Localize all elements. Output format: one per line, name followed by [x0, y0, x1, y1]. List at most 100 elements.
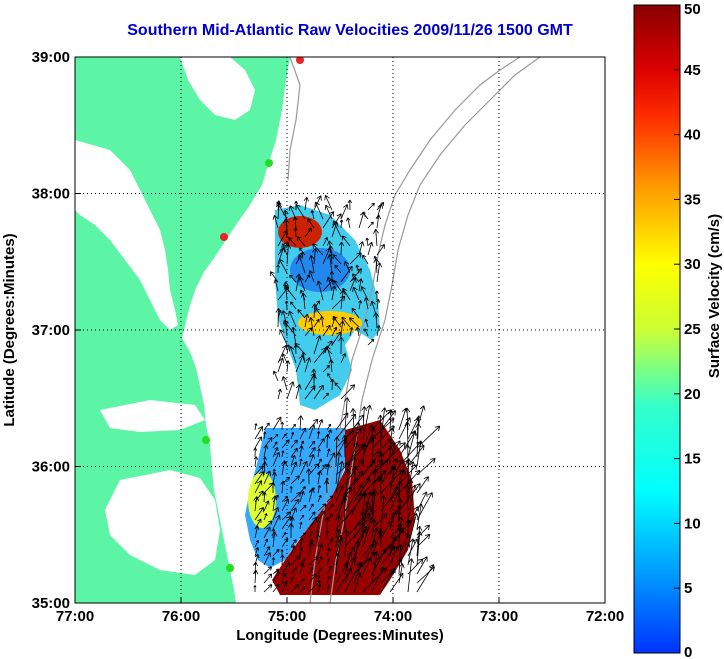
velocity-arrow	[284, 284, 297, 301]
x-axis-label: Longitude (Degrees:Minutes)	[236, 627, 444, 644]
velocity-arrow	[308, 516, 318, 530]
station-marker	[220, 233, 228, 241]
velocity-arrow	[373, 312, 379, 328]
velocity-arrow	[313, 384, 324, 400]
velocity-arrow	[331, 285, 337, 301]
velocity-arrow	[398, 417, 411, 440]
velocity-arrow	[295, 355, 305, 373]
velocity-arrow	[299, 427, 307, 440]
velocity-arrow	[339, 219, 344, 229]
velocity-arrow	[271, 531, 278, 548]
velocity-arrow	[353, 422, 361, 449]
colorbar-tick-label: 25	[684, 321, 701, 338]
velocity-arrow	[367, 241, 374, 256]
station-marker	[265, 159, 273, 167]
velocity-arrow	[290, 576, 294, 584]
velocity-arrow	[395, 510, 402, 530]
velocity-arrow	[308, 487, 315, 503]
velocity-arrow	[340, 265, 353, 283]
y-tick-label: 36:00	[32, 459, 70, 476]
velocity-arrow	[353, 572, 362, 593]
velocity-arrow	[281, 460, 287, 476]
velocity-arrow	[353, 438, 374, 458]
velocity-arrow	[358, 278, 364, 292]
velocity-arrow	[253, 456, 259, 467]
velocity-arrow	[304, 274, 310, 283]
velocity-arrow	[377, 414, 384, 449]
velocity-arrow	[362, 543, 375, 566]
velocity-arrow	[371, 531, 383, 557]
velocity-arrow	[341, 235, 351, 247]
velocity-arrow	[288, 522, 294, 539]
velocity-arrow	[299, 460, 308, 476]
velocity-arrow	[263, 538, 269, 548]
velocity-arrow	[364, 318, 369, 328]
velocity-arrow	[263, 552, 271, 566]
velocity-arrow	[332, 220, 342, 238]
velocity-arrow	[322, 324, 331, 337]
velocity-arrow	[310, 210, 315, 220]
velocity-arrow	[344, 561, 362, 593]
colorbar-tick-label: 30	[684, 256, 701, 273]
velocity-arrow	[340, 384, 356, 400]
velocity-arrow	[280, 421, 285, 431]
velocity-arrow	[295, 384, 302, 400]
velocity-arrow	[344, 458, 364, 485]
velocity-arrow	[416, 533, 431, 548]
velocity-arrow	[299, 514, 305, 521]
velocity-arrow	[326, 575, 331, 584]
velocity-patch-south	[245, 428, 350, 568]
velocity-arrow	[295, 252, 304, 265]
x-tick-label: 77:00	[56, 608, 94, 625]
velocity-arrow	[333, 436, 340, 467]
velocity-arrow	[317, 503, 327, 512]
velocity-arrow	[290, 492, 302, 503]
velocity-arrow	[304, 313, 310, 328]
velocity-arrow	[277, 388, 282, 400]
velocity-arrow	[370, 434, 377, 467]
velocity-arrow	[380, 495, 387, 530]
velocity-arrow	[253, 496, 260, 512]
velocity-arrow	[290, 454, 296, 467]
velocity-arrow	[380, 527, 405, 557]
velocity-arrow	[326, 452, 336, 467]
velocity-arrow	[416, 525, 423, 557]
velocity-arrow	[332, 315, 342, 328]
velocity-arrow	[416, 458, 436, 476]
velocity-arrow	[316, 280, 324, 301]
velocity-arrow	[373, 228, 379, 247]
velocity-arrow	[340, 353, 347, 364]
velocity-arrow	[332, 254, 342, 265]
velocity-arrow	[344, 397, 350, 431]
velocity-arrow	[416, 503, 424, 530]
velocity-arrow	[308, 255, 315, 274]
velocity-arrow	[367, 202, 375, 211]
velocity-arrow	[407, 478, 414, 503]
velocity-arrow	[276, 264, 281, 274]
velocity-arrow	[308, 424, 316, 440]
velocity-arrow	[317, 448, 321, 458]
velocity-arrow	[308, 446, 316, 458]
velocity-arrow	[330, 378, 335, 391]
velocity-arrow	[340, 204, 349, 220]
velocity-arrow	[371, 489, 378, 521]
velocity-arrow	[325, 530, 330, 539]
velocity-arrow	[316, 519, 321, 530]
velocity-arrow	[290, 567, 298, 575]
velocity-arrow	[290, 498, 300, 512]
velocity-arrow	[367, 221, 374, 229]
velocity-arrow	[295, 203, 306, 220]
velocity-arrow	[334, 264, 342, 274]
velocity-arrow	[272, 584, 280, 593]
velocity-arrow	[344, 484, 363, 512]
velocity-arrow	[254, 471, 264, 485]
velocity-arrow	[281, 498, 290, 512]
velocity-arrow	[326, 565, 333, 575]
velocity-arrow	[362, 254, 369, 265]
velocity-arrow	[317, 494, 322, 503]
velocity-arrow	[253, 447, 258, 458]
velocity-arrow	[347, 199, 353, 211]
velocity-arrow	[298, 276, 306, 292]
velocity-arrow	[371, 438, 393, 458]
